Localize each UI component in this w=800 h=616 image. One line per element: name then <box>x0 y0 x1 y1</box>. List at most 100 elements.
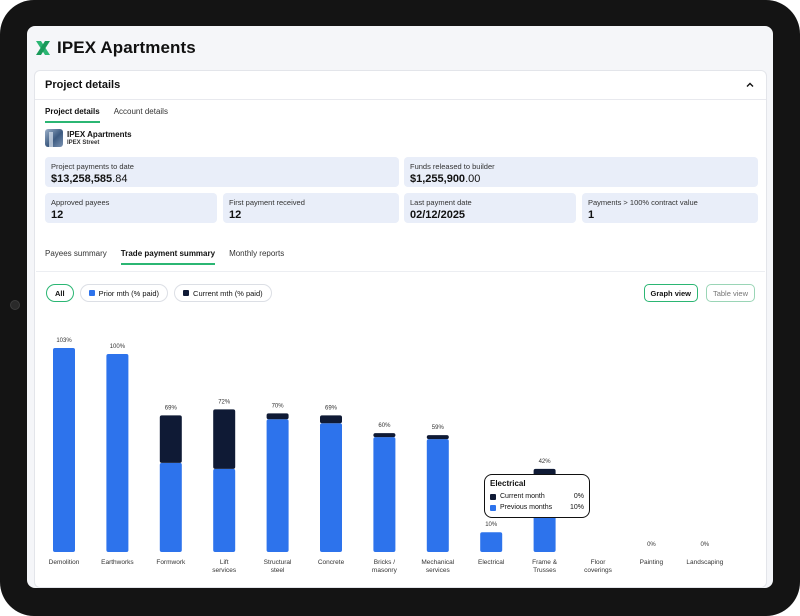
bar-prior[interactable] <box>106 353 129 552</box>
current-swatch-icon <box>183 290 190 296</box>
bar-prior[interactable] <box>373 437 396 552</box>
tooltip-row-previous: Previous months 10% <box>490 502 584 513</box>
tick-label: Floor coverings <box>584 559 613 574</box>
tooltip-current-value: 0% <box>573 493 584 500</box>
tick-label: Lift services <box>212 559 237 574</box>
tick-label-line: Demolition <box>49 559 80 566</box>
prior-swatch-icon <box>88 290 95 296</box>
tick-label-line: Earthworks <box>101 559 134 566</box>
bar-prior[interactable] <box>266 419 289 552</box>
app-title: IPEX Apartments <box>57 38 196 57</box>
stat-funds-released: Funds released to builder $1,255,900.00 <box>404 157 758 187</box>
tick-label-line: Frame & <box>532 559 558 566</box>
bar-current[interactable] <box>373 433 396 438</box>
stat-value: $13,258,585.84 <box>51 173 128 185</box>
tick-label: Formwork <box>156 559 186 566</box>
tick-label: Painting <box>640 559 664 566</box>
table-view-button[interactable]: Table view <box>705 284 755 302</box>
tick-label: Demolition <box>49 559 80 566</box>
graph-view-button[interactable]: Graph view <box>643 284 698 302</box>
stat-project-payments: Project payments to date $13,258,585.84 <box>45 157 399 187</box>
stat-value: 1 <box>588 209 595 221</box>
bar-prior[interactable] <box>320 423 342 552</box>
tick-label-line: Landscaping <box>686 559 723 566</box>
stat-label: First payment received <box>229 198 305 207</box>
tab-trade-payment-summary[interactable]: Trade payment summary <box>120 249 216 265</box>
data-label: 10% <box>485 522 498 528</box>
tick-label: Bricks / masonry <box>372 559 398 574</box>
bar-current[interactable] <box>320 415 342 424</box>
filter-current-button[interactable]: Current mth (% paid) <box>174 284 272 302</box>
stat-value: 12 <box>51 209 64 221</box>
tab-account-details[interactable]: Account details <box>113 107 168 116</box>
tick-label-line: Formwork <box>156 559 186 566</box>
data-label: 0% <box>700 542 709 548</box>
stat-value: 12 <box>229 209 242 221</box>
stat-label: Project payments to date <box>51 162 134 171</box>
data-label: 0% <box>647 542 656 548</box>
legend-prior-label: Prior mth (% paid) <box>98 288 160 298</box>
bar-current[interactable] <box>213 409 236 469</box>
tick-label-line: services <box>426 567 451 574</box>
tick-label: Concrete <box>318 559 345 566</box>
data-label: 69% <box>325 405 338 411</box>
tick-label-line: Painting <box>640 559 664 566</box>
chart-tooltip: Electrical Current month 0% Previous mon… <box>484 474 590 518</box>
stat-value: $1,255,900.00 <box>410 173 481 185</box>
prior-swatch-icon <box>490 504 496 511</box>
report-tabs: Payees summary Trade payment summary Mon… <box>45 249 284 265</box>
bar-current[interactable] <box>426 435 449 440</box>
data-label: 42% <box>539 459 552 465</box>
card-header[interactable]: Project details <box>35 71 766 100</box>
tick-label-line: steel <box>271 567 285 574</box>
card-title: Project details <box>45 79 121 91</box>
stat-label: Payments > 100% contract value <box>588 198 698 207</box>
tick-label-line: Electrical <box>478 559 505 566</box>
filter-all-button[interactable]: All <box>46 284 74 302</box>
stat-over-contract: Payments > 100% contract value 1 <box>582 193 758 223</box>
tick-label-line: Structural <box>264 559 292 566</box>
camera-icon <box>10 300 20 310</box>
bar-prior[interactable] <box>159 462 182 552</box>
chart-panel: All Prior mth (% paid) Current mth (% pa… <box>36 271 765 585</box>
tick-label: Frame & Trusses <box>532 559 558 574</box>
stat-label: Funds released to builder <box>410 162 495 171</box>
tab-monthly-reports[interactable]: Monthly reports <box>229 249 285 258</box>
stat-label: Approved payees <box>51 198 110 207</box>
legend-current-label: Current mth (% paid) <box>193 288 263 298</box>
tick-label: Structural steel <box>264 559 292 574</box>
chart-legend: All Prior mth (% paid) Current mth (% pa… <box>46 284 272 302</box>
tooltip-previous-label: Previous months <box>500 504 553 511</box>
data-label: 103% <box>56 338 72 344</box>
tab-payees-summary[interactable]: Payees summary <box>45 249 107 258</box>
tick-label-line: Mechanical <box>421 559 454 566</box>
data-label: 59% <box>432 425 445 431</box>
chevron-up-icon[interactable] <box>746 81 754 89</box>
tab-project-details[interactable]: Project details <box>45 107 100 123</box>
tick-label-line: coverings <box>584 567 613 574</box>
stat-value: 02/12/2025 <box>410 209 466 221</box>
tick-label: Landscaping <box>686 559 723 566</box>
tooltip-previous-value: 10% <box>569 504 584 511</box>
bar-prior[interactable] <box>213 468 236 552</box>
bar-current[interactable] <box>266 413 289 420</box>
tooltip-row-current: Current month 0% <box>490 491 584 502</box>
filter-prior-button[interactable]: Prior mth (% paid) <box>79 284 169 302</box>
bar-prior[interactable] <box>426 439 449 552</box>
stat-first-payment: First payment received 12 <box>223 193 399 223</box>
stat-last-payment-date: Last payment date 02/12/2025 <box>404 193 576 223</box>
view-toggle: Graph view Table view <box>643 284 755 302</box>
tick-label: Mechanical services <box>421 559 454 574</box>
ipex-logo-icon <box>36 41 50 55</box>
bar-prior[interactable] <box>53 348 75 552</box>
stat-label: Last payment date <box>410 198 472 207</box>
tooltip-current-label: Current month <box>500 493 545 500</box>
trade-payment-chart: 103% Demolition 100% Earthworks 69% Formwork 7… <box>49 338 724 574</box>
tick-label-line: Concrete <box>318 559 345 566</box>
tick-label-line: Trusses <box>533 567 557 574</box>
bar-current[interactable] <box>159 415 182 463</box>
tick-label-line: Lift <box>220 559 229 566</box>
bar-prior[interactable] <box>480 532 503 552</box>
tick-label: Electrical <box>478 559 505 566</box>
